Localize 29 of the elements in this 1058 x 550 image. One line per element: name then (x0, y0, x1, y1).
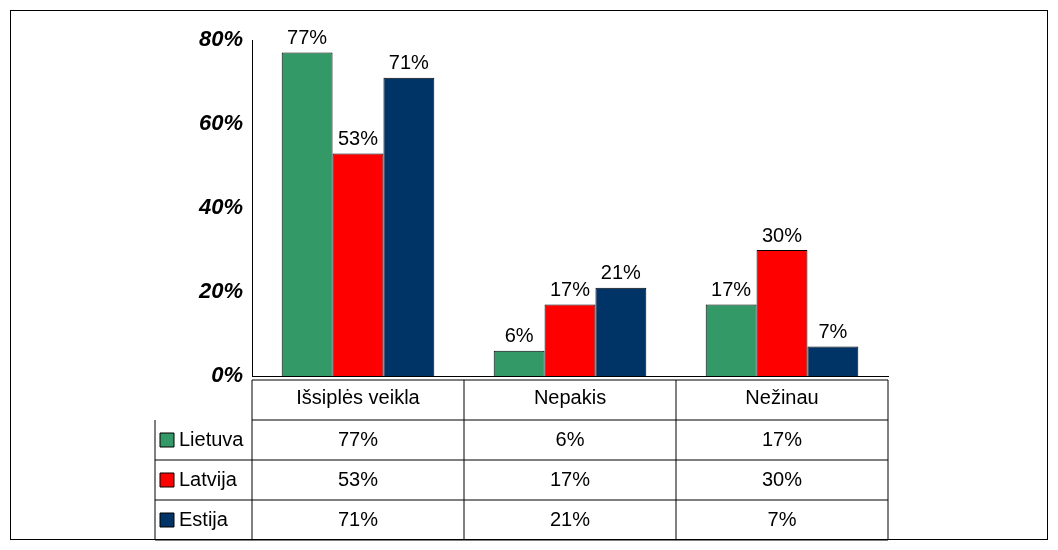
data-label: 30% (761, 467, 803, 490)
y-tick-label: 40% (197, 194, 243, 220)
data-label: 53% (337, 467, 379, 490)
text: 53% (337, 126, 379, 149)
text: 21% (600, 261, 641, 284)
y-tick-label: 60% (198, 110, 243, 136)
data-label: 17% (549, 467, 591, 490)
text: 17% (711, 278, 752, 301)
text: 6% (504, 324, 534, 347)
text: 71% (388, 51, 429, 74)
data-label: 7% (767, 507, 797, 530)
y-tick-label: 0% (211, 362, 243, 388)
text: 30% (761, 223, 803, 246)
y-tick-label: 80% (198, 26, 243, 52)
text: 17% (549, 278, 591, 301)
x-tick-label: Nežinau (745, 385, 819, 408)
data-label: 77% (337, 427, 379, 450)
data-label: 17% (761, 427, 803, 450)
y-tick-label: 20% (197, 278, 243, 304)
data-label: 71% (337, 507, 379, 530)
x-tick-label: Išsiplės veikla (296, 385, 421, 408)
legend-label: Latvija (179, 467, 238, 490)
legend-label: Lietuva (179, 427, 245, 450)
data-label: 6% (555, 427, 585, 450)
legend-label: Estija (179, 507, 229, 530)
x-tick-label: Nepakis (533, 385, 607, 408)
text: 77% (287, 26, 328, 49)
text: 7% (818, 320, 848, 343)
data-label: 21% (549, 507, 591, 530)
